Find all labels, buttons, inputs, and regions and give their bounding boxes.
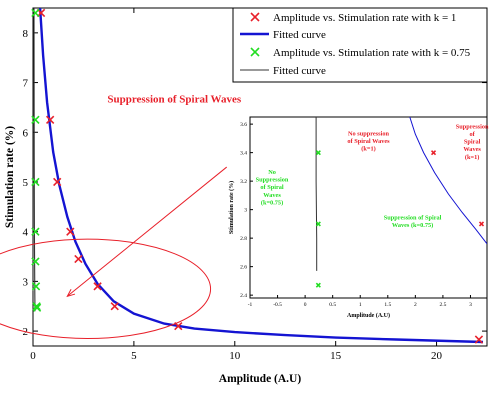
inset-data-point-s1-1 bbox=[315, 221, 321, 227]
x-tick-label: 10 bbox=[229, 350, 241, 362]
data-point-s2-0 bbox=[31, 8, 40, 18]
inset-annotation-line: (k=1) bbox=[465, 154, 479, 161]
inset-annotation-3: Suppression of Spiral Waves (k=0.75) bbox=[384, 215, 442, 230]
x-axis-label: Amplitude (A.U) bbox=[219, 373, 302, 385]
inset-y-tick-label: 3.2 bbox=[240, 179, 247, 185]
data-point-s0-6 bbox=[110, 302, 119, 311]
x-tick-label: 20 bbox=[431, 350, 443, 362]
inset-annotation-line: Waves bbox=[263, 192, 281, 199]
y-axis-label: Stimulation rate (%) bbox=[4, 126, 16, 228]
x-tick-label: 15 bbox=[330, 350, 342, 362]
zoom-arrow-line bbox=[66, 166, 228, 297]
y-tick-label: 4 bbox=[23, 227, 29, 239]
data-point-s2-4 bbox=[31, 257, 40, 266]
inset-annotation-0: No suppression of Spiral Waves (k=1) bbox=[347, 131, 390, 153]
inset-data-point-s1-2 bbox=[315, 282, 321, 288]
y-tick-label: 7 bbox=[23, 78, 29, 90]
inset-annotation-line: (k=1) bbox=[361, 146, 375, 153]
legend-marker-0 bbox=[250, 12, 260, 22]
inset-x-tick-label: 2.5 bbox=[439, 302, 446, 308]
inset-x-tick-label: 2 bbox=[414, 302, 417, 308]
inset-y-tick-label: 2.8 bbox=[240, 236, 247, 242]
inset-annotation-line: Suppression bbox=[256, 177, 289, 184]
inset-plot-area bbox=[249, 116, 488, 299]
data-point-s2-5 bbox=[31, 282, 41, 291]
y-tick-label: 6 bbox=[23, 127, 29, 139]
inset-annotation-line: No suppression bbox=[348, 131, 390, 138]
inset-y-tick-label: 2.6 bbox=[240, 265, 247, 271]
inset-annotation-line: Suppression of Spiral bbox=[384, 215, 442, 222]
inset-data-point-s1-0 bbox=[315, 150, 321, 156]
inset-annotation-line: Waves bbox=[463, 146, 481, 153]
data-point-s0-3 bbox=[66, 227, 75, 236]
inset-x-tick-label: 0 bbox=[304, 302, 307, 308]
inset-y-tick-label: 2.4 bbox=[240, 293, 247, 299]
legend-box bbox=[232, 7, 488, 83]
data-point-s2-3 bbox=[31, 227, 40, 236]
inset-annotation-line: of bbox=[469, 131, 475, 138]
x-tick-label: 5 bbox=[131, 350, 137, 362]
y-tick-label: 8 bbox=[23, 28, 29, 40]
data-point-s0-4 bbox=[74, 254, 83, 264]
inset-annotation-line: Suppression bbox=[456, 123, 489, 130]
data-point-s2-2 bbox=[31, 177, 40, 187]
highlight-ellipse bbox=[0, 238, 212, 340]
series-line-1 bbox=[38, 7, 484, 344]
inset-x-tick-label: 1.5 bbox=[384, 302, 391, 308]
inset-x-tick-label: -1 bbox=[248, 302, 253, 308]
zoom-arrow-head bbox=[66, 288, 76, 298]
inset-y-tick-label: 3.4 bbox=[240, 151, 247, 157]
annotation-suppression: Suppression of Spiral Waves bbox=[107, 93, 241, 105]
inset-data-point-s0-0 bbox=[430, 150, 437, 156]
inset-series-line-3 bbox=[315, 117, 318, 271]
inset-y-tick-label: 3.6 bbox=[240, 122, 247, 128]
x-tick-label: 0 bbox=[30, 350, 36, 362]
data-point-s2-7 bbox=[32, 303, 42, 312]
inset-annotation-line: (k=0.75) bbox=[261, 199, 283, 206]
legend-entry-2: Amplitude vs. Stimulation rate with k = … bbox=[273, 47, 471, 59]
legend-entry-3: Fitted curve bbox=[273, 65, 326, 77]
inset-y-axis-label: Stimulation rate (%) bbox=[228, 181, 235, 234]
legend-entry-0: Amplitude vs. Stimulation rate with k = … bbox=[273, 12, 456, 24]
y-tick-label: 3 bbox=[23, 276, 29, 288]
inset-annotation-1: Suppression of Spiral Waves (k=1) bbox=[456, 123, 489, 160]
legend-marker-2 bbox=[250, 47, 260, 57]
data-point-s0-1 bbox=[45, 115, 55, 125]
legend-entry-1: Fitted curve bbox=[273, 29, 326, 41]
inset-annotation-2: No Suppression of Spiral Waves (k=0.75) bbox=[256, 169, 289, 206]
inset-series-line-2 bbox=[409, 117, 487, 245]
data-point-s0-8 bbox=[474, 335, 484, 344]
data-point-s0-5 bbox=[93, 282, 102, 291]
inset-annotation-line: Spiral bbox=[464, 139, 481, 146]
inset-x-tick-label: 1 bbox=[359, 302, 362, 308]
inset-data-point-s0-1 bbox=[478, 221, 485, 227]
inset-annotation-line: No bbox=[268, 169, 276, 176]
inset-y-tick-label: 3 bbox=[244, 208, 247, 214]
inset-annotation-line: Waves (k=0.75) bbox=[392, 222, 433, 229]
inset-annotation-line: of Spiral Waves bbox=[347, 138, 390, 145]
data-point-s2-1 bbox=[31, 115, 40, 125]
y-tick-label: 5 bbox=[23, 177, 29, 189]
inset-annotation-line: of Spiral bbox=[260, 184, 284, 191]
inset-x-axis-label: Amplitude (A.U) bbox=[347, 312, 390, 319]
data-point-s0-2 bbox=[53, 177, 62, 187]
inset-chart: -1 -0.5 0 0.5 1 1.5 2 2.5 3 2.4 2.6 2.8 3 3.2 3.4 3.6 Am… bbox=[228, 116, 489, 319]
inset-x-tick-label: 3 bbox=[469, 302, 472, 308]
inset-x-tick-label: 0.5 bbox=[329, 302, 336, 308]
inset-x-tick-label: -0.5 bbox=[273, 302, 282, 308]
